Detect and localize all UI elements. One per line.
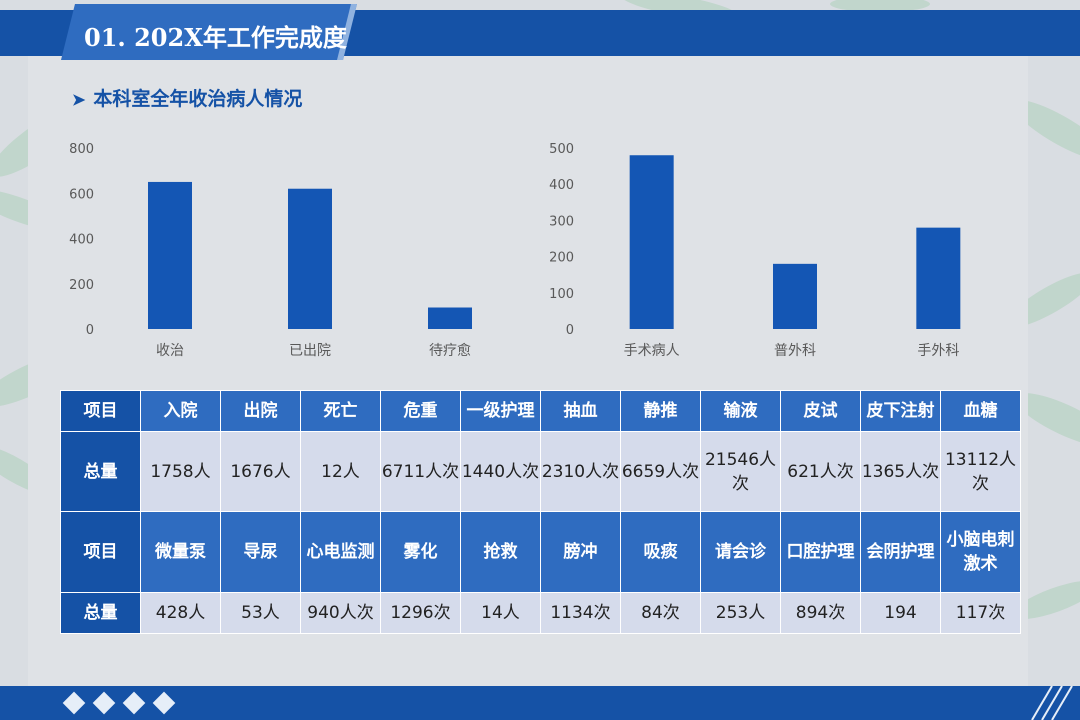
- footer-bar: [0, 686, 1080, 720]
- table-cell-value: 1758人: [140, 431, 221, 513]
- row-label: 总量: [60, 431, 141, 513]
- table-cell-value: 21546人次: [700, 431, 781, 513]
- table-cell-value: 621人次: [780, 431, 861, 513]
- table-cell-value: 428人: [140, 591, 221, 635]
- x-tick-label: 手术病人: [624, 343, 680, 359]
- table-cell-header: 口腔护理: [780, 511, 861, 593]
- table-cell-header: 心电监测: [300, 511, 381, 593]
- table-cell-header: 吸痰: [620, 511, 701, 593]
- table-cell-value: 12人: [300, 431, 381, 513]
- y-tick-label: 600: [69, 187, 94, 202]
- workload-table: 项目 入院 出院 死亡 危重 一级护理 抽血 静推 输液 皮试 皮下注射 血糖 总量 1758人 16…: [60, 389, 1021, 635]
- chevron-right-icon: ➤: [72, 90, 86, 109]
- table-cell-value: 1440人次: [460, 431, 541, 513]
- y-tick-label: 400: [69, 233, 94, 248]
- y-tick-label: 0: [86, 323, 94, 338]
- table-cell-value: 14人: [460, 591, 541, 635]
- section-title: ➤ 本科室全年收治病人情况: [72, 84, 302, 111]
- table-cell-header: 入院: [140, 389, 221, 433]
- table-cell-header: 请会诊: [700, 511, 781, 593]
- x-tick-label: 收治: [156, 343, 184, 359]
- table-cell-value: 940人次: [300, 591, 381, 635]
- table-cell-value: 6711人次: [380, 431, 461, 513]
- table-cell-header: 雾化: [380, 511, 461, 593]
- bar: [288, 188, 332, 329]
- table-cell-header: 输液: [700, 389, 781, 433]
- table-cell-value: 194: [860, 591, 941, 635]
- table-cell-header: 死亡: [300, 389, 381, 433]
- table-cell-value: 1676人: [220, 431, 301, 513]
- table-cell-header: 血糖: [940, 389, 1021, 433]
- bar: [629, 155, 674, 329]
- y-tick-label: 200: [69, 278, 94, 293]
- y-tick-label: 300: [549, 214, 574, 229]
- row-label: 总量: [60, 591, 141, 635]
- table-cell-value: 13112人次: [940, 431, 1021, 513]
- bar: [773, 263, 817, 329]
- table-cell-header: 皮下注射: [860, 389, 941, 433]
- x-tick-label: 普外科: [774, 343, 816, 359]
- table-row: 项目 入院 出院 死亡 危重 一级护理 抽血 静推 输液 皮试 皮下注射 血糖: [60, 389, 1021, 433]
- table-cell-header: 导尿: [220, 511, 301, 593]
- table-cell-header: 皮试: [780, 389, 861, 433]
- bar-chart-admissions: 0 200 400 600 800 收治 已出院 待疗愈: [69, 142, 472, 359]
- table-cell-header: 膀冲: [540, 511, 621, 593]
- row-label: 项目: [60, 511, 141, 593]
- table-row: 项目 微量泵 导尿 心电监测 雾化 抢救 膀冲 吸痰 请会诊 口腔护理 会阴护理 小脑电刺激术: [60, 511, 1021, 593]
- y-tick-label: 500: [549, 142, 574, 157]
- bar: [916, 227, 961, 329]
- table-cell-value: 894次: [780, 591, 861, 635]
- table-cell-value: 1134次: [540, 591, 621, 635]
- table-cell-value: 2310人次: [540, 431, 621, 513]
- table-cell-value: 117次: [940, 591, 1021, 635]
- y-tick-label: 800: [69, 142, 94, 157]
- y-tick-label: 0: [566, 323, 574, 338]
- bar: [428, 307, 472, 329]
- x-tick-label: 待疗愈: [429, 343, 471, 359]
- row-label: 项目: [60, 389, 141, 433]
- y-tick-label: 200: [549, 251, 574, 266]
- table-cell-header: 抽血: [540, 389, 621, 433]
- x-tick-label: 手外科: [917, 343, 959, 359]
- table-cell-header: 静推: [620, 389, 701, 433]
- table-cell-header: 会阴护理: [860, 511, 941, 593]
- table-cell-value: 253人: [700, 591, 781, 635]
- table-cell-header: 出院: [220, 389, 301, 433]
- table-cell-value: 84次: [620, 591, 701, 635]
- table-cell-value: 53人: [220, 591, 301, 635]
- table-cell-value: 6659人次: [620, 431, 701, 513]
- table-cell-value: 1296次: [380, 591, 461, 635]
- bar: [148, 181, 192, 329]
- section-title-text: 本科室全年收治病人情况: [93, 88, 303, 110]
- y-tick-label: 100: [549, 287, 574, 302]
- page-title: 01. 202X年工作完成度: [84, 23, 347, 52]
- x-tick-label: 已出院: [289, 343, 331, 359]
- table-cell-value: 1365人次: [860, 431, 941, 513]
- footer-stripes: [1031, 686, 1073, 720]
- table-cell-header: 小脑电刺激术: [940, 511, 1021, 593]
- y-tick-label: 400: [549, 178, 574, 193]
- table-cell-header: 一级护理: [460, 389, 541, 433]
- table-row: 总量 1758人 1676人 12人 6711人次 1440人次 2310人次 6659人次…: [60, 431, 1021, 513]
- table-cell-header: 抢救: [460, 511, 541, 593]
- table-cell-header: 危重: [380, 389, 461, 433]
- bar-chart-surgery: 0 100 200 300 400 500 手术病人 普外科 手外科: [549, 142, 961, 359]
- table-row: 总量 428人 53人 940人次 1296次 14人 1134次 84次 253人 894次 1…: [60, 591, 1021, 635]
- table-cell-header: 微量泵: [140, 511, 221, 593]
